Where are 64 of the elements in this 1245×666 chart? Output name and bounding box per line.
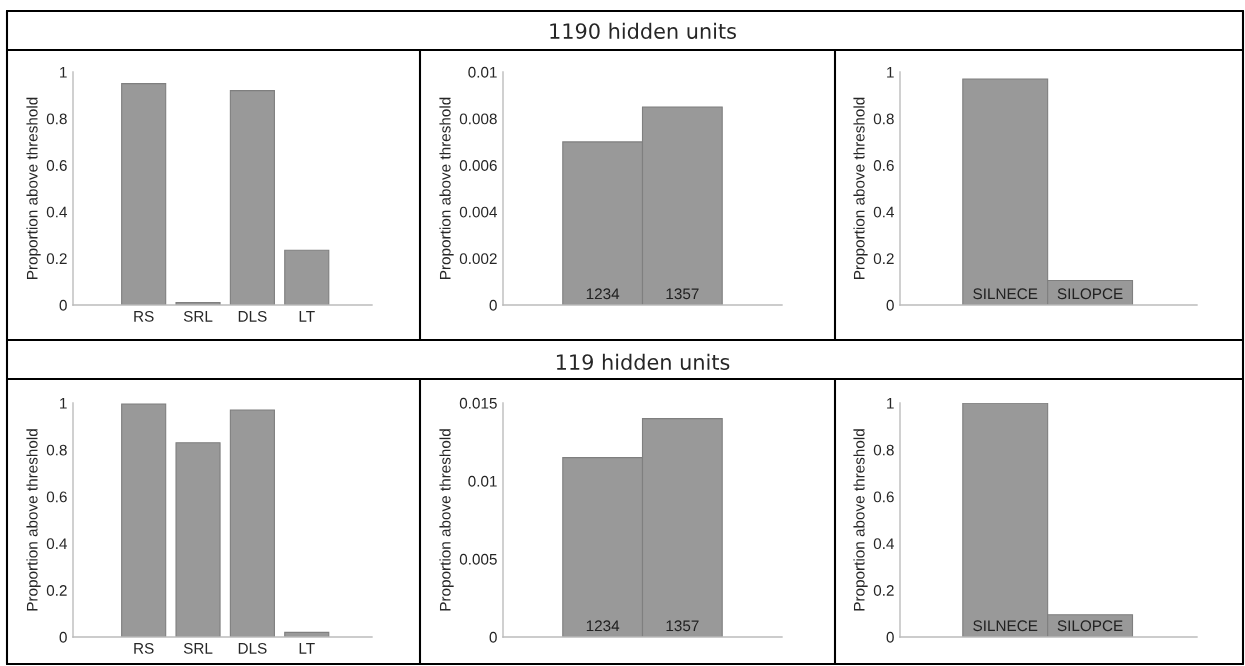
y-tick-label: 0 [489,631,497,643]
y-tick-label: 0 [489,299,497,311]
y-tick-label: 0.2 [46,253,67,265]
x-tick-label: SRL [183,310,213,322]
y-tick-label: 0.005 [459,553,497,565]
x-tick-label: RS [134,642,154,654]
x-tick-label: LT [299,643,315,654]
y-tick-label: 1 [887,398,894,409]
y-tick-label: 0.8 [873,113,894,125]
y-axis-title: Proportion above threshold [439,97,454,279]
y-tick-label: 0.4 [873,538,894,550]
y-tick-label: 1 [887,67,894,78]
y-tick-label: 0.002 [459,253,497,265]
y-tick-label: 0.6 [46,491,67,503]
y-tick-label: 0.8 [46,444,67,456]
bar [121,403,167,637]
y-tick-label: 0.8 [873,444,894,456]
y-tick-label: 0.01 [468,475,497,487]
bar [121,83,167,305]
y-tick-label: 0.4 [46,538,67,550]
y-tick-label: 0 [886,299,894,311]
y-axis-title: Proportion above threshold [439,429,454,611]
x-tick-label: SILOPCE [1057,288,1123,300]
y-axis-title: Proportion above threshold [853,97,868,279]
bar [229,90,275,305]
y-tick-label: 0.4 [873,206,894,218]
y-tick-label: 0.2 [873,253,894,265]
chart-title: 119 hidden units [556,353,730,370]
y-tick-label: 0.01 [468,66,497,78]
y-tick-label: 0.4 [46,206,67,218]
x-tick-label: LT [299,311,315,322]
y-axis-title: Proportion above threshold [26,429,41,611]
y-tick-label: 0.2 [873,585,894,596]
y-axis-title: Proportion above threshold [853,429,868,611]
chart-title: 1190 hidden units [550,22,736,39]
x-tick-label: SRL [183,642,213,654]
bar [229,409,275,637]
x-tick-label: SILNECE [973,620,1038,632]
y-tick-label: 0.2 [46,585,67,596]
y-tick-label: 0.015 [459,397,497,409]
x-tick-label: SILNECE [973,288,1038,300]
x-tick-label: DLS [238,642,267,654]
y-tick-label: 0.6 [873,160,894,171]
y-axis-title: Proportion above threshold [26,97,41,279]
x-tick-label: 1357 [666,288,699,300]
y-tick-label: 0.008 [459,113,497,125]
y-tick-label: 1 [60,398,67,409]
x-tick-label: SILOPCE [1057,620,1123,632]
y-tick-label: 0 [886,631,894,643]
x-tick-label: RS [134,310,154,322]
y-tick-label: 0.6 [873,491,894,503]
bar [284,249,330,305]
y-tick-label: 0 [59,299,67,311]
y-tick-label: 1 [60,67,67,78]
y-tick-label: 0.8 [46,113,67,125]
bar [175,442,221,637]
x-tick-label: 1234 [586,288,620,300]
x-tick-label: 1357 [666,620,699,632]
x-tick-label: DLS [238,310,267,322]
x-tick-label: 1234 [586,620,620,632]
y-tick-label: 0.006 [459,160,497,171]
y-tick-label: 0 [59,631,67,643]
y-tick-label: 0.004 [459,206,497,218]
y-tick-label: 0.6 [46,160,67,171]
